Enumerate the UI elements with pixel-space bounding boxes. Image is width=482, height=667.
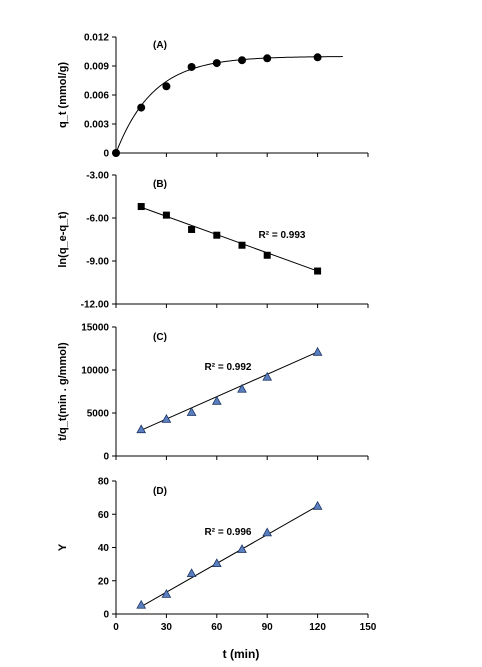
data-point [313, 348, 321, 356]
panel-a-qt-vs-time: 0 0.003 0.006 0.009 0.012 q_t (mmol/g) (A) [57, 33, 368, 160]
y-tick-label: 40 [98, 543, 110, 554]
data-point [263, 54, 271, 62]
y-tick-label: 80 [98, 477, 110, 488]
r-squared-label: R² = 0.993 [259, 230, 306, 241]
data-point [137, 104, 145, 112]
x-tick-label: 60 [211, 622, 223, 633]
data-point [162, 82, 170, 90]
x-axis-title: t (min) [223, 647, 260, 661]
r-squared-label: R² = 0.992 [205, 362, 252, 373]
data-point [163, 212, 170, 219]
y-tick-label: 0.012 [84, 33, 109, 44]
y-axis-title: t/q_t(min . g/mmol) [57, 342, 69, 441]
data-point [162, 415, 170, 423]
data-point [264, 252, 271, 259]
y-tick-label: 0.009 [84, 62, 109, 73]
y-tick-label: 0 [103, 610, 109, 621]
panel-c-t-over-qt-plot: 0 5000 10000 15000 t/q_t(min . g/mmol) (C) R² … [57, 323, 368, 463]
y-tick-label: 0.006 [84, 91, 109, 102]
y-tick-label: 5000 [87, 409, 110, 420]
data-point [187, 569, 195, 577]
y-tick-label: 15000 [81, 323, 109, 334]
data-point [263, 528, 271, 536]
data-point [263, 373, 271, 381]
panel-label: (C) [153, 332, 167, 343]
data-point [314, 268, 321, 275]
data-point [238, 545, 246, 553]
y-tick-label: 0 [103, 452, 109, 463]
y-tick-label: -3.00 [86, 171, 109, 182]
data-point [314, 53, 322, 61]
x-tick-label: 120 [309, 622, 326, 633]
panel-b-ln-plot: -12.00 -9.00 -6.00 -3.00 ln(q_e-q_t) (B) R² = … [57, 171, 368, 311]
data-point [112, 149, 120, 157]
y-tick-label: 20 [98, 576, 110, 587]
x-tick-label: 30 [161, 622, 173, 633]
r-squared-label: R² = 0.996 [205, 527, 252, 538]
x-tick-label: 150 [360, 622, 377, 633]
data-point [213, 59, 221, 67]
y-axis-title: q_t (mmol/g) [57, 62, 69, 128]
data-point [188, 226, 195, 233]
data-point [213, 232, 220, 239]
data-point [238, 56, 246, 64]
data-point [138, 203, 145, 210]
data-point [239, 242, 246, 249]
data-point [213, 559, 221, 567]
panel-label: (B) [153, 179, 167, 190]
y-tick-label: 0.003 [84, 120, 109, 131]
y-tick-label: 0 [103, 149, 109, 160]
panel-label: (D) [153, 486, 167, 497]
y-axis-title: Y [57, 543, 69, 551]
y-tick-label: -9.00 [86, 257, 109, 268]
panel-label: (A) [153, 40, 167, 51]
data-point [188, 63, 196, 71]
y-tick-label: -12.00 [81, 300, 110, 311]
y-tick-label: 10000 [81, 366, 109, 377]
y-tick-label: -6.00 [86, 214, 109, 225]
y-axis-title: ln(q_e-q_t) [57, 211, 69, 268]
fit-curve [116, 57, 343, 153]
panel-d-y-plot: 0 20 40 60 80 0 30 60 90 120 150 Y (D) R² = 0.996 [57, 477, 377, 634]
data-point [313, 502, 321, 510]
y-tick-label: 60 [98, 510, 110, 521]
x-tick-label: 90 [262, 622, 274, 633]
x-tick-label: 0 [113, 622, 119, 633]
data-point [238, 385, 246, 393]
